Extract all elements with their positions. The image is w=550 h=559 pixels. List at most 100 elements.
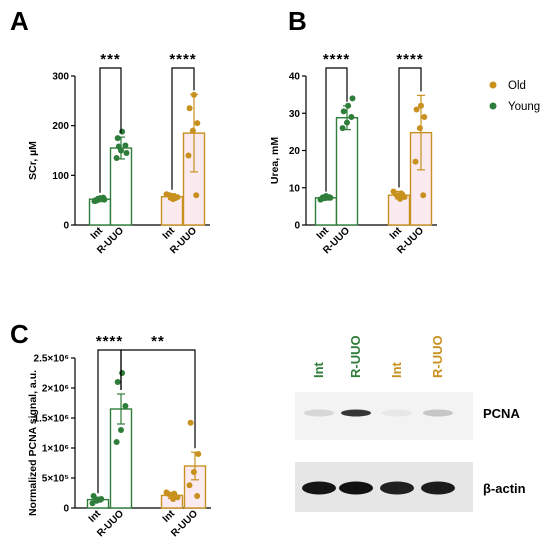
data-point — [420, 192, 427, 199]
data-point — [119, 370, 126, 376]
actin-band — [302, 481, 336, 495]
data-point — [412, 158, 419, 165]
significance-bracket — [171, 67, 195, 190]
data-point — [340, 108, 347, 115]
x-category-label: Int — [161, 225, 178, 242]
panel-c: C 0 5×10⁵ 1×10⁶ 1.5×10⁶ 2×10⁶ 2.5×10⁶ Normalize… — [10, 319, 211, 539]
data-point — [186, 482, 193, 489]
significance-label: **** — [96, 333, 123, 350]
data-point — [345, 102, 352, 109]
data-point — [413, 106, 420, 113]
pcna-band — [423, 409, 453, 417]
actin-band — [421, 481, 455, 495]
data-point — [163, 489, 170, 496]
legend-label: Old — [508, 80, 526, 92]
pcna-band — [382, 409, 412, 417]
western-blot: Int R-UUO Int R-UUO PCNA β-actin — [295, 335, 526, 512]
y-tick-label: 300 — [52, 72, 69, 83]
data-point — [194, 493, 201, 499]
data-point — [339, 125, 346, 132]
significance-bracket — [398, 67, 422, 188]
x-category-label: Int — [87, 508, 104, 525]
x-category-label: Int — [89, 225, 106, 242]
data-point — [390, 188, 397, 195]
y-tick-label: 40 — [289, 72, 301, 83]
data-point — [399, 191, 406, 198]
data-point — [123, 149, 130, 156]
significance-bracket — [99, 67, 122, 193]
data-point — [191, 91, 197, 98]
data-point — [421, 113, 428, 120]
y-axis-label: Urea, mM — [269, 137, 281, 185]
data-point — [114, 379, 121, 385]
data-point — [195, 451, 202, 457]
data-point — [187, 419, 194, 426]
blot-band-label-actin: β-actin — [483, 481, 526, 496]
panel-letter: A — [10, 6, 29, 36]
data-point — [185, 152, 192, 159]
y-tick-label: 0 — [294, 221, 300, 232]
significance-label: ** — [151, 333, 165, 350]
data-point — [115, 143, 122, 150]
significance-bracket — [325, 67, 348, 192]
data-point — [171, 490, 178, 497]
y-axis-label: Normalized PCNA signal, a.u. — [27, 370, 39, 516]
data-point — [172, 195, 179, 202]
y-tick-label: 20 — [289, 146, 301, 157]
data-point — [349, 95, 356, 102]
y-tick-label: 0 — [63, 221, 69, 232]
y-axis-label: SCr, µM — [27, 141, 39, 180]
y-tick-label: 1.5×10⁶ — [34, 414, 69, 425]
significance-bracket — [120, 349, 196, 449]
data-point — [416, 125, 423, 132]
y-tick-label: 0 — [63, 504, 69, 515]
data-point — [163, 191, 170, 198]
bar — [335, 117, 359, 226]
significance-label: *** — [100, 51, 121, 68]
data-point — [344, 119, 350, 126]
pcna-band — [341, 409, 371, 417]
data-point — [186, 105, 193, 112]
data-point — [327, 194, 334, 201]
actin-band — [339, 481, 373, 495]
y-tick-label: 30 — [289, 109, 301, 120]
data-point — [93, 197, 100, 204]
data-point — [113, 439, 120, 445]
data-point — [348, 113, 355, 120]
data-point — [101, 196, 108, 203]
data-point — [319, 194, 326, 201]
data-point — [190, 469, 197, 475]
blot-membrane-pcna — [295, 392, 473, 440]
data-point — [122, 142, 129, 149]
significance-label: **** — [396, 51, 423, 68]
x-category-label: Int — [388, 225, 405, 242]
pcna-band — [304, 409, 334, 417]
data-point — [189, 127, 196, 134]
x-category-label: Int — [315, 225, 332, 242]
data-point — [418, 102, 424, 109]
data-point — [113, 154, 120, 161]
legend-marker — [489, 102, 497, 110]
y-tick-label: 10 — [289, 183, 301, 194]
data-point — [89, 500, 96, 507]
bar — [109, 147, 133, 226]
data-point — [194, 120, 201, 127]
blot-lane-label: R-UUO — [348, 335, 363, 378]
data-point — [95, 496, 101, 503]
data-point — [90, 493, 97, 499]
panel-letter: C — [10, 319, 29, 349]
y-tick-label: 100 — [52, 171, 69, 182]
data-point — [119, 128, 126, 135]
actin-band — [380, 481, 414, 495]
blot-lane-label: Int — [389, 361, 404, 378]
legend-label: Young — [508, 101, 540, 113]
legend: Old Young — [489, 80, 540, 113]
data-point — [167, 194, 174, 201]
significance-label: **** — [169, 51, 196, 68]
data-point — [122, 403, 129, 409]
significance-label: **** — [323, 51, 350, 68]
y-tick-label: 5×10⁵ — [42, 474, 70, 485]
